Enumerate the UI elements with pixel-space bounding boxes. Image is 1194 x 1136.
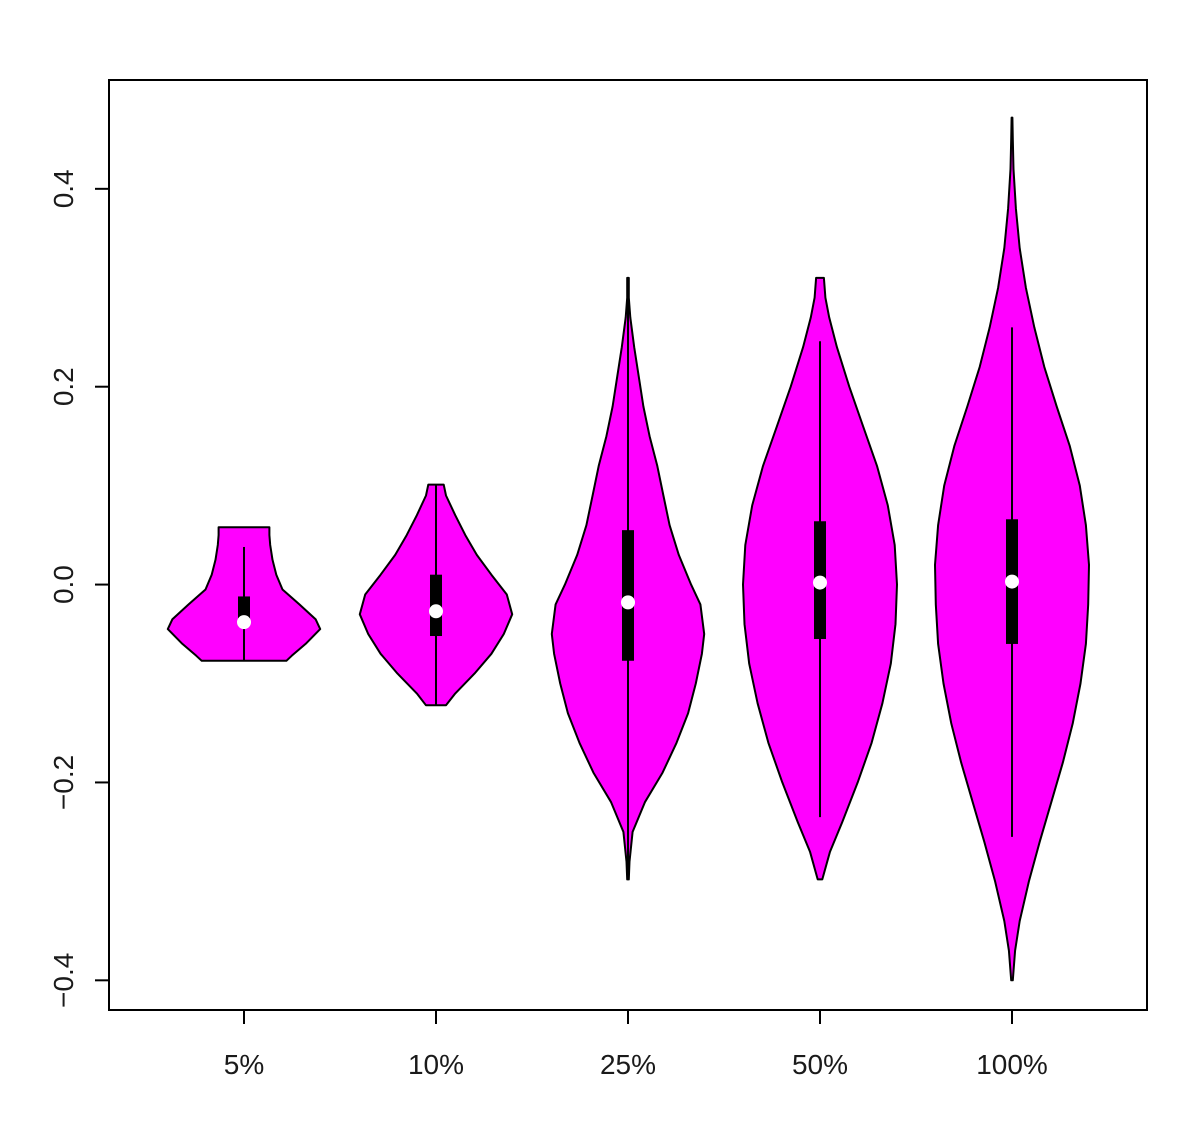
y-tick-label: 0.4	[48, 169, 79, 208]
violin-group-2	[358, 483, 514, 707]
x-tick-label: 25%	[600, 1049, 656, 1080]
x-tick-label: 50%	[792, 1049, 848, 1080]
y-tick-label: 0.2	[48, 367, 79, 406]
x-tick-label: 5%	[224, 1049, 264, 1080]
violin-group-5	[934, 116, 1090, 982]
violin-group-3	[550, 276, 706, 881]
x-tick-label: 10%	[408, 1049, 464, 1080]
violin-median-point	[429, 604, 443, 619]
x-tick-label: 100%	[976, 1049, 1048, 1080]
violin-median-point	[621, 595, 635, 610]
violin-group-4	[742, 276, 898, 881]
y-tick-label: 0.0	[48, 565, 79, 604]
y-axis: −0.4 −0.2 0.0 0.2 0.4	[48, 169, 109, 1008]
violin-layer	[166, 116, 1090, 982]
violin-median-point	[1005, 574, 1019, 589]
violin-median-point	[813, 575, 827, 590]
violin-group-1	[166, 526, 322, 662]
y-tick-label: −0.2	[48, 755, 79, 810]
x-axis: 5% 10% 25% 50% 100%	[224, 1010, 1048, 1080]
y-tick-label: −0.4	[48, 953, 79, 1008]
violin-median-point	[237, 615, 251, 630]
